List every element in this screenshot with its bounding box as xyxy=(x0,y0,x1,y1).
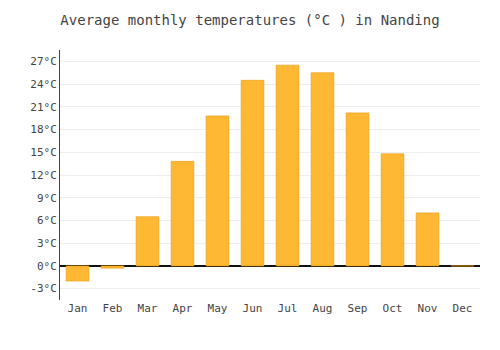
svg-text:-3°C: -3°C xyxy=(30,282,57,295)
svg-text:Jun: Jun xyxy=(243,302,263,315)
svg-text:Aug: Aug xyxy=(313,302,333,315)
svg-text:Oct: Oct xyxy=(383,302,403,315)
svg-text:Jul: Jul xyxy=(278,302,298,315)
svg-text:12°C: 12°C xyxy=(30,169,57,182)
svg-text:3°C: 3°C xyxy=(37,237,57,250)
svg-text:6°C: 6°C xyxy=(37,214,57,227)
svg-text:18°C: 18°C xyxy=(30,123,57,136)
svg-text:27°C: 27°C xyxy=(30,55,57,68)
svg-text:0°C: 0°C xyxy=(37,260,57,273)
svg-text:Sep: Sep xyxy=(348,302,368,315)
svg-text:15°C: 15°C xyxy=(30,146,57,159)
svg-text:Nov: Nov xyxy=(418,302,438,315)
svg-text:May: May xyxy=(208,302,228,315)
svg-text:Feb: Feb xyxy=(103,302,123,315)
svg-text:21°C: 21°C xyxy=(30,101,57,114)
svg-text:Mar: Mar xyxy=(138,302,158,315)
svg-text:Jan: Jan xyxy=(68,302,88,315)
svg-text:Dec: Dec xyxy=(453,302,473,315)
svg-text:Apr: Apr xyxy=(173,302,193,315)
svg-text:9°C: 9°C xyxy=(37,192,57,205)
svg-text:Average monthly temperatures (: Average monthly temperatures (°C ) in Na… xyxy=(60,12,439,28)
svg-text:24°C: 24°C xyxy=(30,78,57,91)
